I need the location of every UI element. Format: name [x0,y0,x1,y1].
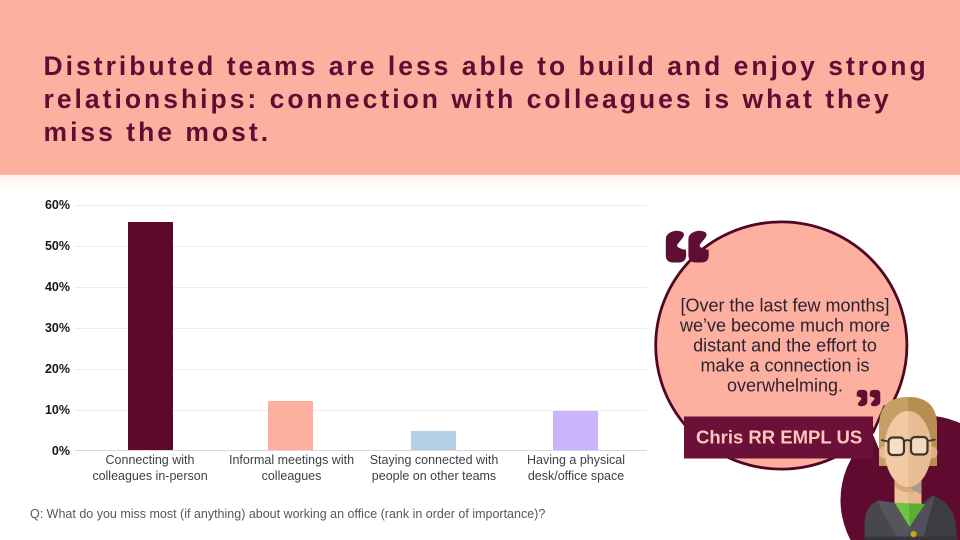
svg-text:overwhelming.: overwhelming. [727,376,843,396]
svg-text:Chris RR EMPL US: Chris RR EMPL US [696,427,862,448]
svg-text:we’ve become much more: we’ve become much more [679,315,890,335]
svg-text:[Over the last few months]: [Over the last few months] [680,295,889,315]
svg-text:make a connection is: make a connection is [700,356,869,376]
svg-text:distant and the effort to: distant and the effort to [693,336,877,356]
